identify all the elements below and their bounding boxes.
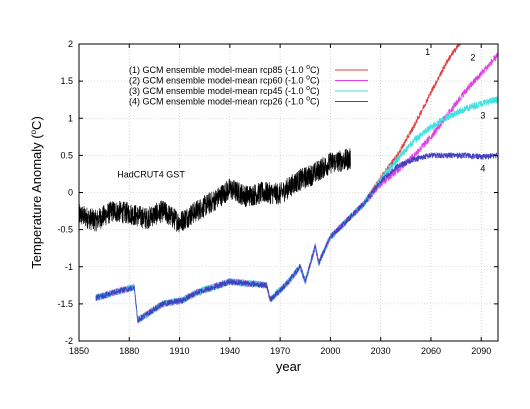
legend: (1) GCM ensemble model-mean rcp85 (-1.0 … <box>129 64 368 107</box>
legend-label-main-2: (3) GCM ensemble model-mean rcp45 (-1.0 <box>129 86 306 96</box>
series-line-3 <box>95 96 498 325</box>
legend-label-sup-0: o <box>306 64 310 71</box>
legend-label-sup-2: o <box>306 85 310 92</box>
y-tick-label-4: 0 <box>68 188 73 198</box>
y-axis-title-main: Temperature Anomaly ( <box>29 134 44 269</box>
y-tick-label-0: -2 <box>65 336 73 346</box>
series-line-4 <box>95 151 498 323</box>
legend-label-end-2: C) <box>310 86 320 96</box>
x-tick-label-4: 1970 <box>270 346 290 356</box>
x-tick-label-5: 2000 <box>320 346 340 356</box>
x-tick-label-2: 1910 <box>170 346 190 356</box>
y-tick-label-2: -1 <box>65 262 73 272</box>
y-tick-label-1: -1.5 <box>57 299 73 309</box>
legend-label-end-1: C) <box>310 76 320 86</box>
legend-label-0: (1) GCM ensemble model-mean rcp85 (-1.0 … <box>129 64 319 75</box>
y-tick-label-8: 2 <box>68 39 73 49</box>
annotation-4: 4 <box>480 164 485 174</box>
series-line-0 <box>79 148 351 233</box>
axis-ticks: 1850 1880 1910 1940 1970 2000 2030 2060 2090 -2 -1… <box>57 39 498 356</box>
series-layer <box>79 44 498 325</box>
legend-label-main-0: (1) GCM ensemble model-mean rcp85 (-1.0 <box>129 65 306 75</box>
legend-label-sup-1: o <box>306 75 310 82</box>
y-tick-label-5: 0.5 <box>60 150 73 160</box>
grid-lines <box>79 44 498 341</box>
x-axis-title: year <box>276 359 302 374</box>
legend-label-end-0: C) <box>310 65 320 75</box>
legend-label-1: (2) GCM ensemble model-mean rcp60 (-1.0 … <box>129 75 319 86</box>
legend-label-2: (3) GCM ensemble model-mean rcp45 (-1.0 … <box>129 85 319 96</box>
y-tick-label-6: 1 <box>68 113 73 123</box>
annotation-3: 3 <box>480 110 485 120</box>
y-tick-label-7: 1.5 <box>60 76 73 86</box>
annotation-1: 1 <box>425 47 430 57</box>
annotations: HadCRUT4 GST 1 2 3 4 <box>117 47 485 180</box>
x-tick-label-1: 1880 <box>119 346 139 356</box>
legend-label-main-1: (2) GCM ensemble model-mean rcp60 (-1.0 <box>129 76 306 86</box>
legend-label-sup-3: o <box>306 96 310 103</box>
legend-label-main-3: (4) GCM ensemble model-mean rcp26 (-1.0 <box>129 97 306 107</box>
y-tick-label-3: -0.5 <box>57 225 73 235</box>
y-axis-title-end: C) <box>29 116 44 130</box>
y-axis-title: Temperature Anomaly (oC) <box>29 116 44 269</box>
annotation-2: 2 <box>470 52 475 62</box>
x-tick-label-6: 2030 <box>371 346 391 356</box>
annotation-0: HadCRUT4 GST <box>117 170 185 180</box>
x-tick-label-8: 2090 <box>471 346 491 356</box>
x-tick-label-0: 1850 <box>69 346 89 356</box>
legend-label-3: (4) GCM ensemble model-mean rcp26 (-1.0 … <box>129 96 319 107</box>
y-axis-title-sup: o <box>29 129 38 134</box>
x-tick-label-3: 1940 <box>220 346 240 356</box>
legend-label-end-3: C) <box>310 97 320 107</box>
x-tick-label-7: 2060 <box>421 346 441 356</box>
